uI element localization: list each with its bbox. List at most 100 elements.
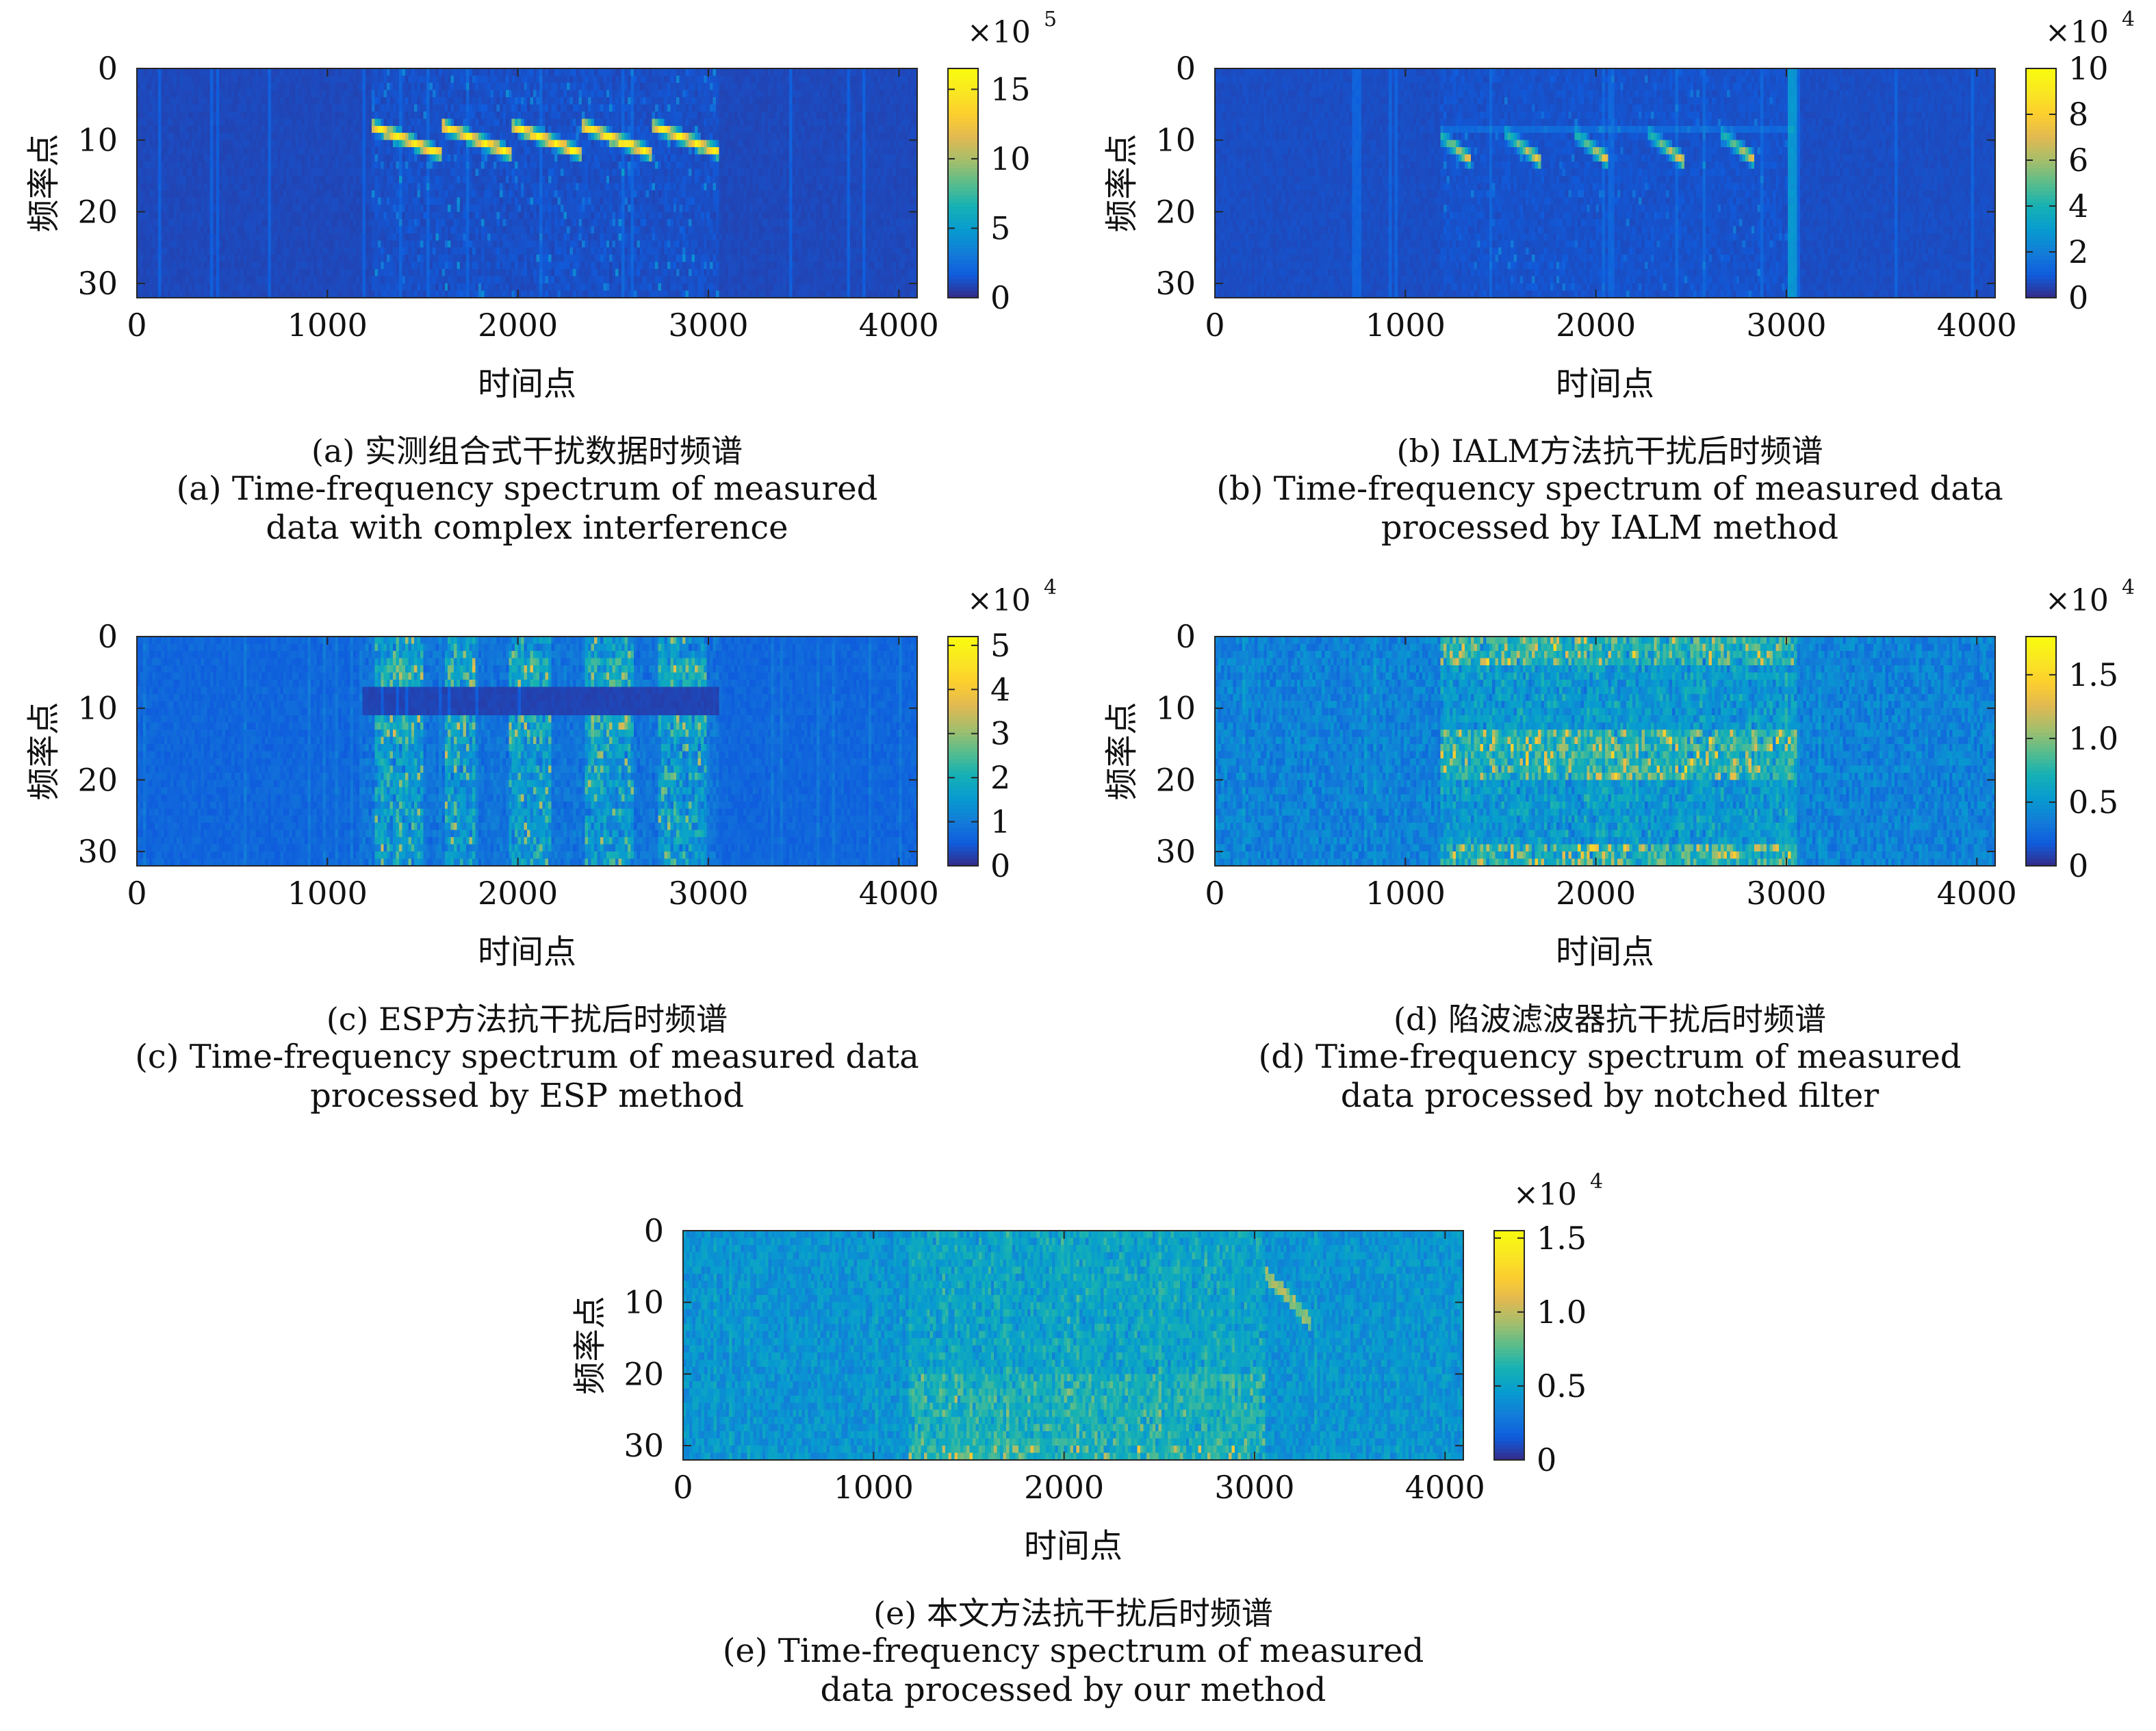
heatmap-cell [185,162,190,170]
heatmap-cell [465,97,470,105]
heatmap-cell [572,183,576,191]
heatmap-cell [237,68,241,77]
heatmap-cell [484,68,488,77]
heatmap-cell [146,118,150,127]
heatmap-cell [337,68,342,77]
heatmap-cell [396,240,400,248]
heatmap-cell [560,190,565,198]
heatmap-cell [539,68,543,77]
heatmap-cell [203,190,208,198]
heatmap-cell [277,154,281,162]
heatmap-cell [572,233,576,241]
heatmap-cell [313,133,318,141]
heatmap-cell [524,97,528,105]
heatmap-cell [405,176,409,184]
heatmap-cell [316,75,320,84]
heatmap-cell [381,218,385,227]
heatmap-cell [359,255,363,263]
heatmap-cell [173,68,177,77]
heatmap-cell [475,183,479,191]
heatmap-cell [560,233,565,241]
heatmap-cell [182,226,186,234]
heatmap-cell [377,82,381,91]
heatmap-cell [557,82,561,91]
heatmap-cell [588,118,592,127]
heatmap-cell [246,162,251,170]
heatmap-cell [356,140,360,148]
heatmap-cell [393,204,397,212]
heatmap-cell [417,118,421,127]
heatmap-cell [588,82,592,91]
heatmap-cell [591,255,595,263]
heatmap-cell [460,90,464,98]
heatmap-cell [475,118,479,127]
heatmap-cell [286,255,290,263]
heatmap-cell [469,290,473,298]
heatmap-cell [588,226,592,234]
heatmap-cell [176,276,180,284]
heatmap-cell [209,233,214,241]
heatmap-cell [377,176,381,184]
heatmap-cell [225,226,229,234]
heatmap-cell [255,75,259,84]
heatmap-cell [511,118,515,127]
heatmap-cell [582,283,586,292]
heatmap-cell [414,140,418,148]
heatmap-cell [274,190,278,198]
heatmap-cell [484,97,488,105]
heatmap-cell [585,226,589,234]
heatmap-cell [335,211,339,220]
heatmap-cell [140,276,144,284]
heatmap-cell [228,125,232,133]
heatmap-cell [588,183,592,191]
heatmap-cell [362,218,366,227]
heatmap-cell [356,118,360,127]
heatmap-cell [438,290,442,298]
heatmap-cell [490,82,494,91]
heatmap-cell [255,261,259,270]
heatmap-cell [411,90,415,98]
heatmap-cell [255,154,259,162]
heatmap-cell [545,226,549,234]
heatmap-cell [161,240,165,248]
heatmap-cell [539,211,543,220]
heatmap-cell [545,269,549,277]
heatmap-cell [393,133,397,141]
heatmap-cell [383,190,387,198]
heatmap-cell [423,82,427,91]
heatmap-cell [298,111,303,119]
heatmap-cell [393,276,397,284]
heatmap-cell [146,247,150,255]
heatmap-cell [270,162,274,170]
heatmap-cell [377,233,381,241]
heatmap-cell [277,147,281,155]
heatmap-cell [493,97,498,105]
heatmap-cell [429,204,433,212]
heatmap-cell [231,133,235,141]
heatmap-cell [332,276,336,284]
heatmap-cell [539,247,543,255]
heatmap-cell [344,75,348,84]
heatmap-cell [387,204,391,212]
heatmap-cell [362,118,366,127]
heatmap-cell [295,147,299,155]
heatmap-cell [527,183,531,191]
heatmap-cell [402,283,406,292]
heatmap-cell [539,261,543,270]
heatmap-cell [307,211,311,220]
heatmap-cell [243,168,247,177]
heatmap-cell [426,226,431,234]
heatmap-cell [387,168,391,177]
heatmap-cell [304,140,308,148]
heatmap-cell [142,226,146,234]
heatmap-cell [460,162,464,170]
heatmap-cell [517,218,522,227]
heatmap-cell [344,111,348,119]
heatmap-cell [185,183,190,191]
heatmap-cell [481,75,485,84]
heatmap-cell [246,226,251,234]
heatmap-cell [240,154,244,162]
heatmap-cell [332,82,336,91]
heatmap-cell [347,111,351,119]
heatmap-cell [377,118,381,127]
